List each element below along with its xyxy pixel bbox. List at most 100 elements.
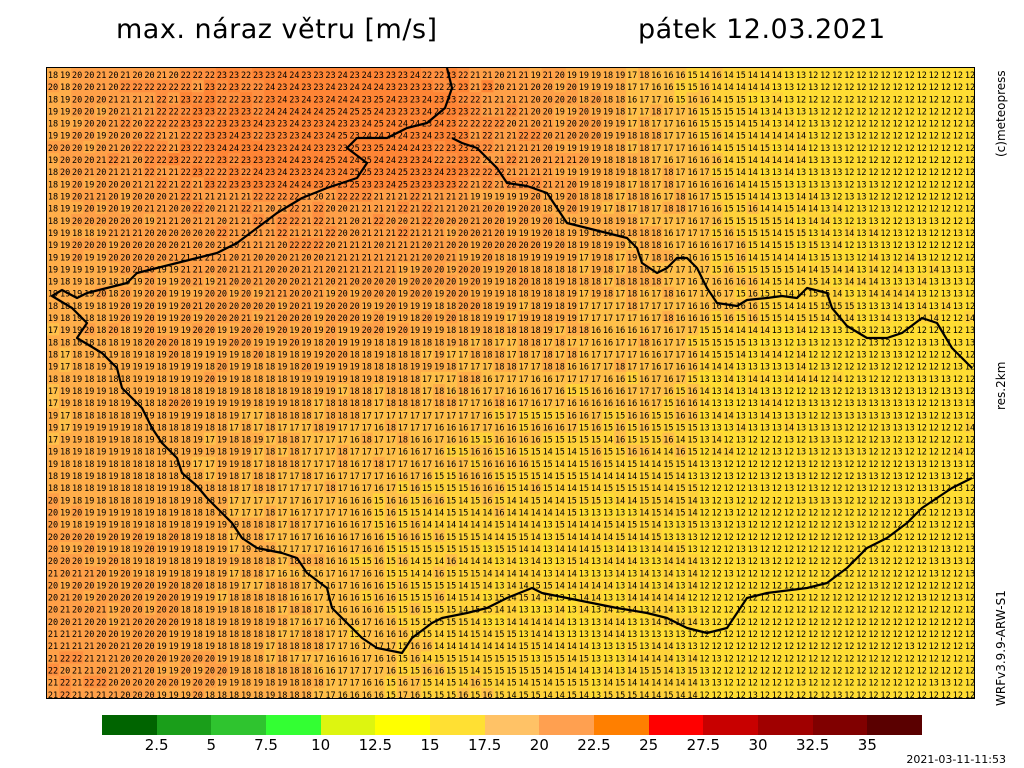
svg-text:12: 12: [953, 168, 963, 178]
svg-text:14: 14: [772, 107, 782, 117]
svg-text:12: 12: [856, 144, 866, 154]
svg-text:19: 19: [72, 205, 82, 215]
svg-text:17: 17: [675, 180, 685, 190]
svg-text:12: 12: [868, 193, 878, 203]
svg-text:14: 14: [760, 83, 770, 93]
svg-text:22: 22: [144, 83, 154, 93]
svg-text:22: 22: [470, 120, 480, 130]
svg-text:21: 21: [518, 168, 528, 178]
svg-text:22: 22: [156, 107, 166, 117]
svg-text:23: 23: [458, 156, 468, 166]
svg-text:21: 21: [506, 95, 516, 105]
svg-text:19: 19: [603, 132, 613, 142]
svg-text:12: 12: [796, 95, 806, 105]
svg-text:22: 22: [241, 83, 251, 93]
svg-text:12: 12: [844, 180, 854, 190]
svg-text:18: 18: [591, 180, 601, 190]
svg-text:13: 13: [784, 180, 794, 190]
svg-text:12: 12: [965, 193, 975, 203]
svg-text:22: 22: [277, 193, 287, 203]
svg-text:16: 16: [699, 180, 709, 190]
svg-text:25: 25: [374, 144, 384, 154]
svg-text:20: 20: [265, 205, 275, 215]
svg-text:18: 18: [603, 144, 613, 154]
svg-text:22: 22: [482, 144, 492, 154]
svg-text:16: 16: [699, 144, 709, 154]
svg-text:13: 13: [784, 107, 794, 117]
svg-text:22: 22: [193, 71, 203, 81]
svg-text:17: 17: [651, 120, 661, 130]
svg-text:22: 22: [313, 205, 323, 215]
svg-text:24: 24: [301, 95, 311, 105]
svg-text:23: 23: [229, 168, 239, 178]
svg-text:16: 16: [687, 144, 697, 154]
svg-text:21: 21: [84, 168, 94, 178]
svg-text:17: 17: [699, 168, 709, 178]
svg-text:17: 17: [663, 120, 673, 130]
svg-text:12: 12: [856, 83, 866, 93]
svg-text:12: 12: [856, 95, 866, 105]
svg-text:14: 14: [699, 71, 709, 81]
svg-text:20: 20: [506, 120, 516, 130]
svg-text:12: 12: [941, 156, 951, 166]
svg-text:14: 14: [711, 144, 721, 154]
svg-text:22: 22: [422, 205, 432, 215]
svg-text:12: 12: [941, 193, 951, 203]
svg-text:23: 23: [205, 144, 215, 154]
svg-text:23: 23: [325, 168, 335, 178]
svg-text:20: 20: [398, 217, 408, 227]
svg-text:18: 18: [48, 95, 58, 105]
svg-text:12: 12: [892, 168, 902, 178]
svg-text:23: 23: [217, 120, 227, 130]
svg-text:16: 16: [651, 193, 661, 203]
svg-text:22: 22: [169, 107, 179, 117]
svg-text:22: 22: [156, 120, 166, 130]
svg-text:25: 25: [374, 95, 384, 105]
svg-text:21: 21: [144, 95, 154, 105]
svg-text:16: 16: [687, 168, 697, 178]
svg-text:14: 14: [748, 83, 758, 93]
svg-text:23: 23: [241, 180, 251, 190]
svg-text:20: 20: [531, 193, 541, 203]
svg-text:22: 22: [253, 193, 263, 203]
svg-text:19: 19: [591, 156, 601, 166]
svg-text:21: 21: [506, 132, 516, 142]
svg-text:23: 23: [446, 107, 456, 117]
svg-text:22: 22: [410, 193, 420, 203]
svg-text:21: 21: [169, 132, 179, 142]
svg-text:12: 12: [844, 168, 854, 178]
svg-text:22: 22: [144, 120, 154, 130]
svg-text:12: 12: [917, 193, 927, 203]
svg-text:20: 20: [591, 132, 601, 142]
svg-text:22: 22: [205, 120, 215, 130]
svg-text:20: 20: [108, 205, 118, 215]
svg-text:21: 21: [229, 193, 239, 203]
svg-text:19: 19: [531, 71, 541, 81]
svg-text:22: 22: [289, 217, 299, 227]
svg-text:20: 20: [156, 193, 166, 203]
svg-text:21: 21: [193, 83, 203, 93]
svg-text:20: 20: [543, 132, 553, 142]
svg-text:21: 21: [506, 83, 516, 93]
svg-text:12: 12: [929, 180, 939, 190]
svg-text:23: 23: [301, 156, 311, 166]
svg-text:23: 23: [253, 180, 263, 190]
svg-text:20: 20: [120, 217, 130, 227]
svg-text:23: 23: [337, 144, 347, 154]
svg-text:12: 12: [929, 132, 939, 142]
svg-text:20: 20: [543, 107, 553, 117]
legend-swatch: [758, 715, 813, 735]
svg-text:12: 12: [832, 193, 842, 203]
svg-text:19: 19: [615, 132, 625, 142]
svg-text:12: 12: [941, 83, 951, 93]
svg-text:12: 12: [929, 193, 939, 203]
svg-text:21: 21: [241, 217, 251, 227]
svg-text:14: 14: [796, 132, 806, 142]
svg-text:19: 19: [470, 193, 480, 203]
svg-text:14: 14: [711, 83, 721, 93]
svg-text:23: 23: [374, 71, 384, 81]
svg-text:13: 13: [856, 193, 866, 203]
svg-text:18: 18: [639, 180, 649, 190]
svg-text:20: 20: [96, 95, 106, 105]
svg-text:23: 23: [205, 107, 215, 117]
